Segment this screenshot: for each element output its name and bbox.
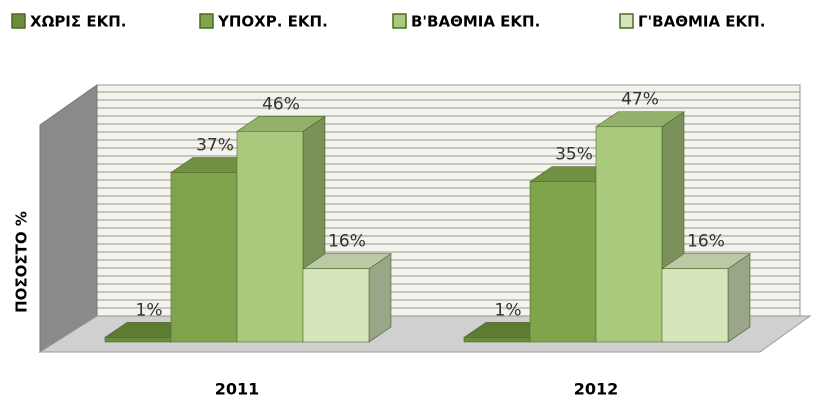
legend-label: Β'ΒΑΘΜΙΑ ΕΚΠ. — [411, 13, 540, 31]
value-label: 35% — [555, 145, 593, 165]
legend-label: ΥΠΟΧΡ. ΕΚΠ. — [217, 13, 328, 31]
side-wall — [39, 84, 98, 353]
legend-label: Γ'ΒΑΘΜΙΑ ΕΚΠ. — [638, 13, 765, 31]
legend-swatch — [392, 13, 407, 29]
bar — [595, 126, 663, 343]
value-label: 37% — [196, 136, 234, 156]
bar-top-shade — [237, 116, 325, 132]
legend-swatch — [11, 13, 26, 29]
value-label: 47% — [621, 90, 659, 110]
legend-swatch — [199, 13, 214, 29]
value-label: 46% — [262, 94, 300, 114]
bar-side-shade — [728, 253, 750, 342]
value-label: 16% — [328, 232, 366, 252]
value-label: 1% — [136, 300, 163, 320]
bar — [236, 131, 304, 343]
bar-top-shade — [662, 253, 750, 269]
legend-label: ΧΩΡΙΣ ΕΚΠ. — [30, 13, 126, 31]
x-tick-label: 2011 — [215, 380, 260, 399]
bar — [529, 181, 597, 343]
value-label: 16% — [687, 232, 725, 252]
bar-top-shade — [596, 111, 684, 127]
bar — [302, 268, 370, 343]
y-axis-label: ΠΟΣΟΣΤΟ % — [13, 211, 31, 313]
bar — [104, 337, 172, 343]
value-label: 1% — [495, 300, 522, 320]
bar — [170, 172, 238, 343]
legend-swatch — [619, 13, 634, 29]
x-tick-label: 2012 — [574, 380, 619, 399]
bar — [661, 268, 729, 343]
bar — [463, 337, 531, 343]
bar-side-shade — [369, 253, 391, 342]
bar-top-shade — [303, 253, 391, 269]
